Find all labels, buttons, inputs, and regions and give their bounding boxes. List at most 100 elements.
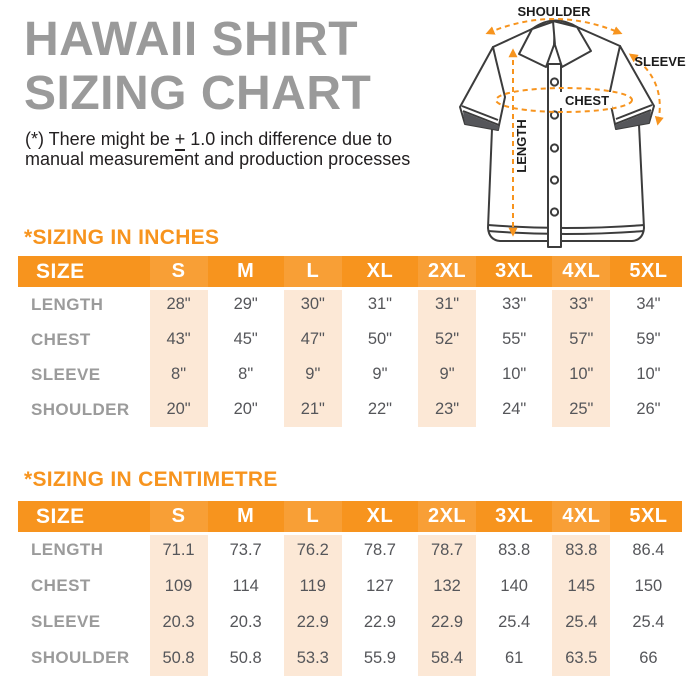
row-label: CHEST [31, 576, 91, 595]
size-cell: 76.2 [296, 540, 329, 559]
size-cell: 57" [569, 330, 594, 348]
size-cell: 58.4 [431, 648, 464, 667]
size-cell: 9" [439, 365, 455, 383]
size-cell: 31" [434, 295, 460, 313]
plus-minus-symbol: + [174, 129, 186, 151]
size-cell: 22.9 [363, 612, 396, 631]
size-cell: 63.5 [565, 648, 598, 667]
shirt-button [549, 175, 560, 185]
size-cell: 119 [299, 576, 326, 595]
size-cell: 10" [569, 365, 594, 383]
size-cell: 25.4 [565, 612, 598, 631]
header-cell: 2XL [427, 260, 467, 282]
size-cell: 86.4 [632, 540, 665, 559]
size-cell: 21" [300, 400, 325, 418]
page-title-line-1: HAWAII SHIRT [24, 13, 359, 66]
shoulder-arrow [485, 18, 623, 35]
size-cell: 150 [634, 576, 663, 595]
header-cell: 3XL [495, 505, 534, 527]
size-cell: 26" [636, 400, 661, 418]
size-cell: 114 [232, 576, 259, 595]
shirt-button [549, 110, 560, 120]
size-cell: 73.7 [229, 540, 262, 559]
size-cell: 53.3 [296, 648, 329, 667]
header-cell: SIZE [36, 259, 85, 283]
note-line-1: (*) There might be + 1.0 inch difference… [25, 129, 410, 151]
size-cell: 66 [639, 648, 658, 667]
header-cell: M [237, 260, 255, 282]
size-cell: 43" [166, 330, 191, 348]
header-cell: 4XL [562, 260, 601, 282]
size-cell: 9" [372, 365, 388, 383]
header-cell: M [237, 505, 255, 527]
size-cell: 10" [502, 365, 527, 383]
sizing-table-centimetre: SIZE S M L XL 2XL 3XL 4XL 5XL LENGTH 71.… [18, 501, 682, 676]
chest-label-backing [560, 92, 612, 108]
size-cell: 9" [305, 365, 321, 383]
size-cell: 145 [567, 576, 596, 595]
size-cell: 83.8 [498, 540, 531, 559]
size-cell: 23" [434, 400, 460, 418]
size-cell: 25.4 [632, 612, 665, 631]
row-label: SHOULDER [31, 648, 130, 667]
size-cell: 22.9 [431, 612, 464, 631]
size-cell: 20" [233, 400, 258, 418]
note-text: 1.0 inch difference due to [185, 129, 393, 149]
size-cell: 33" [502, 295, 527, 313]
size-cell: 8" [171, 365, 187, 383]
size-cell: 78.7 [431, 540, 464, 559]
measurement-arrows [485, 18, 664, 237]
shirt-hem-line [487, 230, 645, 235]
header-cell: 4XL [562, 505, 601, 527]
size-cell: 109 [164, 576, 193, 595]
size-cell: 132 [433, 576, 461, 595]
row-label: SHOULDER [31, 399, 130, 419]
header-cell: 5XL [629, 260, 668, 282]
row-label: SLEEVE [31, 364, 101, 384]
measurement-note: (*) There might be + 1.0 inch difference… [25, 129, 411, 169]
left-cuff-line [461, 105, 499, 121]
size-cell: 24" [502, 400, 527, 418]
row-label: LENGTH [31, 294, 104, 314]
size-cell: 29" [233, 295, 258, 313]
note-text: (*) There might be [25, 129, 175, 149]
size-cell: 30" [300, 295, 325, 313]
left-cuff-shadow [463, 112, 499, 130]
size-cell: 78.7 [363, 540, 396, 559]
size-cell: 127 [366, 576, 394, 595]
shirt-hem-line [487, 224, 645, 229]
header-cell: L [306, 260, 320, 282]
size-cell: 83.8 [565, 540, 598, 559]
row-label: CHEST [31, 329, 91, 349]
header-cell: XL [366, 505, 394, 527]
size-cell: 20.3 [229, 612, 262, 631]
header-cell: S [171, 260, 186, 282]
size-cell: 52" [434, 330, 460, 348]
size-cell: 50.8 [162, 648, 195, 667]
size-cell: 50.8 [229, 648, 262, 667]
header-cell: XL [366, 260, 394, 282]
size-cell: 50" [367, 330, 393, 348]
chest-label: CHEST [565, 93, 609, 108]
size-cell: 25" [569, 400, 594, 418]
size-cell: 22.9 [296, 612, 329, 631]
shirt-placket [547, 63, 562, 248]
header-cell: SIZE [36, 504, 85, 528]
note-line-2: manual measurement and production proces… [25, 148, 411, 169]
size-cell: 55" [502, 330, 527, 348]
size-cell: 28" [166, 295, 191, 313]
size-cell: 8" [238, 365, 254, 383]
header-cell: L [306, 505, 320, 527]
row-label: LENGTH [31, 540, 104, 559]
shirt-button [549, 143, 560, 153]
header-cell: 5XL [629, 505, 668, 527]
shirt-outline [459, 19, 655, 248]
size-cell: 45" [233, 330, 258, 348]
size-cell: 59" [636, 330, 661, 348]
size-cell: 34" [636, 295, 661, 313]
left-cuff-line [462, 110, 500, 126]
header-cell: 3XL [495, 260, 534, 282]
shirt-measurement-diagram: SHOULDER SLEEVE CHEST LENGTH [459, 4, 686, 248]
section-heading-inches: *SIZING IN INCHES [24, 226, 220, 249]
size-cell: 47" [300, 330, 325, 348]
